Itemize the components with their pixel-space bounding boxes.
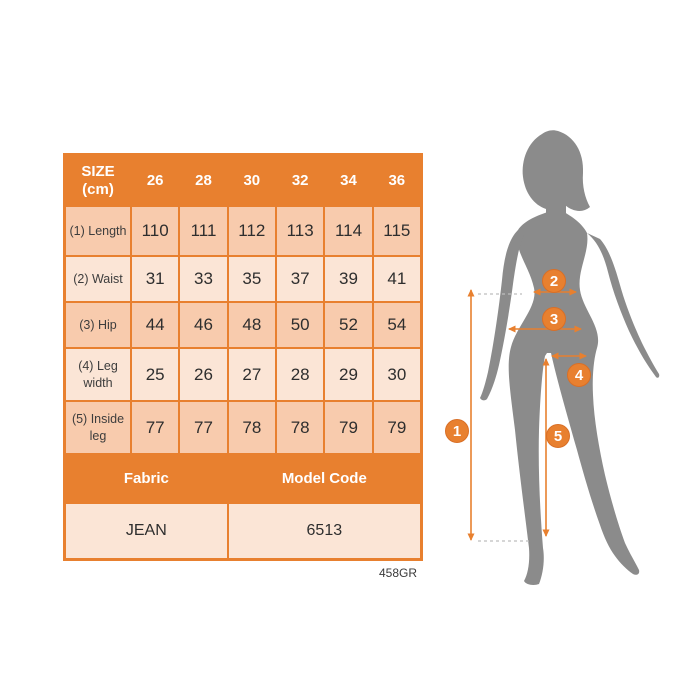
size-value-cell: 35 — [228, 257, 275, 301]
size-value-cell: 28 — [276, 349, 324, 400]
size-value-cell: 33 — [180, 257, 227, 301]
size-value-cell: 77 — [132, 402, 179, 453]
size-col-header: 26 — [132, 156, 179, 205]
size-value-cell: 50 — [276, 303, 324, 347]
size-value-cell: 25 — [132, 349, 179, 400]
figure-marker-5: 5 — [546, 424, 570, 448]
size-col-header: 28 — [180, 156, 227, 205]
row-label: (5) Inside leg — [66, 402, 130, 453]
figure-neck — [546, 192, 566, 216]
female-silhouette — [467, 130, 660, 585]
figure-marker-2: 2 — [542, 269, 566, 293]
size-value-cell: 78 — [276, 402, 324, 453]
figure-marker-4: 4 — [567, 363, 591, 387]
size-value-cell: 30 — [373, 349, 420, 400]
size-value-cell: 114 — [325, 207, 372, 255]
size-value-cell: 46 — [180, 303, 227, 347]
figure-left-arm — [480, 230, 524, 401]
row-label: (1) Length — [66, 207, 130, 255]
size-value-cell: 31 — [132, 257, 179, 301]
size-value-cell: 44 — [132, 303, 179, 347]
size-value-cell: 110 — [132, 207, 179, 255]
size-header-text: SIZE — [81, 162, 115, 180]
size-value-cell: 112 — [228, 207, 275, 255]
fabric-header-cell: Fabric — [66, 455, 227, 502]
size-value-cell: 37 — [276, 257, 324, 301]
size-value-cell: 39 — [325, 257, 372, 301]
model-code-header-cell: Model Code — [228, 455, 420, 502]
figure-head — [522, 130, 590, 211]
size-value-cell: 27 — [228, 349, 275, 400]
size-table: SIZE (cm) 26 28 30 32 34 36 (1) Length 110 111 112 1… — [63, 153, 423, 561]
row-label: (2) Waist — [66, 257, 130, 301]
size-header-cell: SIZE (cm) — [66, 156, 130, 205]
size-value-cell: 29 — [325, 349, 372, 400]
size-value-cell: 115 — [373, 207, 420, 255]
figure-marker-3: 3 — [542, 307, 566, 331]
size-value-cell: 79 — [373, 402, 420, 453]
size-col-header: 30 — [228, 156, 275, 205]
size-col-header: 36 — [373, 156, 420, 205]
size-value-cell: 48 — [228, 303, 275, 347]
model-code-value-cell: 6513 — [228, 504, 420, 558]
size-value-cell: 113 — [276, 207, 324, 255]
size-value-cell: 78 — [228, 402, 275, 453]
size-col-header: 34 — [325, 156, 372, 205]
figure-body — [508, 212, 640, 585]
size-value-cell: 77 — [180, 402, 227, 453]
size-value-cell: 26 — [180, 349, 227, 400]
size-value-cell: 41 — [373, 257, 420, 301]
size-value-cell: 54 — [373, 303, 420, 347]
fabric-value-cell: JEAN — [66, 504, 227, 558]
figure-marker-1: 1 — [445, 419, 469, 443]
size-value-cell: 111 — [180, 207, 227, 255]
row-label: (4) Leg width — [66, 349, 130, 400]
size-value-cell: 79 — [325, 402, 372, 453]
size-value-cell: 52 — [325, 303, 372, 347]
row-label: (3) Hip — [66, 303, 130, 347]
size-header-text: (cm) — [82, 180, 114, 198]
size-col-header: 32 — [276, 156, 324, 205]
figure-right-arm — [587, 233, 660, 378]
product-code: 458GR — [378, 566, 417, 580]
